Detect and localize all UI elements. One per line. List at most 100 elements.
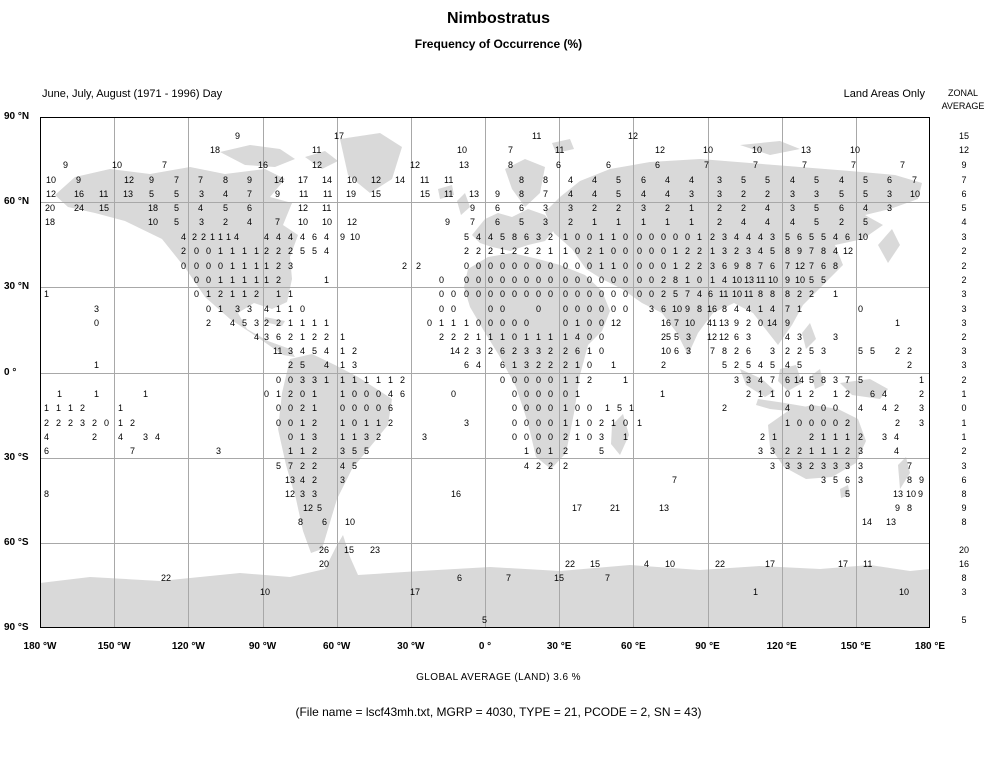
grid-value: 9 <box>895 503 901 513</box>
grid-value: 1 <box>611 360 617 370</box>
grid-value: 1 <box>488 332 494 342</box>
grid-value: 2 <box>201 232 207 242</box>
grid-value: 6 <box>797 232 803 242</box>
grid-value: 5 <box>814 175 820 185</box>
grid-value: 1 <box>833 432 839 442</box>
grid-value: 0 <box>599 304 605 314</box>
grid-value: 10 <box>858 232 869 242</box>
grid-value: 1 <box>575 360 581 370</box>
grid-value: 4 <box>300 346 306 356</box>
grid-value: 0 <box>500 375 506 385</box>
arctic-islands <box>220 145 295 167</box>
grid-value: 9 <box>470 203 476 213</box>
grid-value: 2 <box>661 360 667 370</box>
zonal-average-value: 6 <box>961 475 967 485</box>
grid-value: 0 <box>599 289 605 299</box>
grid-value: 2 <box>324 332 330 342</box>
zonal-average-value: 7 <box>961 175 967 185</box>
grid-value: 1 <box>364 418 370 428</box>
zonal-average-value: 8 <box>961 573 967 583</box>
grid-value: 0 <box>548 275 554 285</box>
grid-value: 9 <box>785 275 791 285</box>
grid-value: 0 <box>439 275 445 285</box>
greenland <box>340 133 402 193</box>
grid-value: 6 <box>276 332 282 342</box>
grid-value: 9 <box>797 246 803 256</box>
grid-value: 1 <box>364 375 370 385</box>
lon-tick-label: 90 °W <box>248 641 277 652</box>
grid-value: 3 <box>785 461 791 471</box>
grid-value: 3 <box>247 304 253 314</box>
grid-value: 0 <box>587 232 593 242</box>
grid-value: 0 <box>623 261 629 271</box>
grid-value: 2 <box>536 461 542 471</box>
grid-value: 0 <box>563 275 569 285</box>
grid-value: 6 <box>44 446 50 456</box>
grid-value: 10 <box>752 145 763 155</box>
grid-value: 1 <box>623 432 629 442</box>
grid-value: 1 <box>611 232 617 242</box>
grid-value: 11 <box>744 289 754 299</box>
grid-value: 0 <box>587 418 593 428</box>
lon-tick-label: 0 ° <box>478 641 492 652</box>
grid-value: 1 <box>919 375 925 385</box>
grid-value: 0 <box>524 389 530 399</box>
zonal-average-header: ZONAL AVERAGE <box>941 88 985 111</box>
grid-value: 0 <box>548 403 554 413</box>
grid-value: 1 <box>563 403 569 413</box>
grid-value: 0 <box>611 289 617 299</box>
h-gridline <box>40 287 930 289</box>
grid-value: 0 <box>536 289 542 299</box>
grid-value: 15 <box>99 203 110 213</box>
grid-value: 1 <box>758 304 764 314</box>
grid-value: 8 <box>785 289 791 299</box>
grid-value: 2 <box>548 461 554 471</box>
grid-value: 0 <box>758 318 764 328</box>
grid-value: 2 <box>858 432 864 442</box>
grid-value: 1 <box>288 289 294 299</box>
grid-value: 0 <box>833 418 839 428</box>
grid-value: 5 <box>223 203 229 213</box>
grid-value: 1 <box>206 289 212 299</box>
zonal-average-value: 15 <box>958 131 969 141</box>
grid-value: 7 <box>809 246 815 256</box>
lon-tick-label: 30 °W <box>397 641 425 652</box>
grid-value: 9 <box>149 175 155 185</box>
grid-value: 0 <box>512 275 518 285</box>
grid-value: 3 <box>300 489 306 499</box>
grid-value: 0 <box>563 289 569 299</box>
grid-value: 1 <box>300 418 306 428</box>
grid-value: 2 <box>895 418 901 428</box>
grid-value: 1 <box>57 389 63 399</box>
grid-value: 3 <box>717 189 723 199</box>
grid-value: 1 <box>563 418 569 428</box>
grid-value: 1 <box>575 318 581 328</box>
grid-value: 1 <box>629 403 635 413</box>
grid-value: 0 <box>464 275 470 285</box>
grid-value: 0 <box>488 261 494 271</box>
grid-value: 4 <box>765 217 771 227</box>
grid-value: 1 <box>575 418 581 428</box>
grid-value: 2 <box>809 432 815 442</box>
zonal-average-value: 2 <box>961 446 967 456</box>
grid-value: 1 <box>324 375 330 385</box>
grid-value: 4 <box>324 346 330 356</box>
grid-value: 10 <box>685 318 696 328</box>
grid-value: 2 <box>288 360 294 370</box>
grid-value: 0 <box>524 261 530 271</box>
grid-value: 5 <box>809 346 815 356</box>
grid-value: 15 <box>420 189 431 199</box>
grid-value: 13 <box>801 145 812 155</box>
grid-value: 1 <box>758 389 764 399</box>
grid-value: 12 <box>655 145 666 155</box>
grid-value: 1 <box>611 261 617 271</box>
grid-value: 4 <box>247 217 253 227</box>
grid-value: 1 <box>548 246 554 256</box>
grid-value: 6 <box>641 175 647 185</box>
grid-value: 3 <box>649 304 655 314</box>
grid-value: 14 <box>322 175 333 185</box>
grid-value: 2 <box>288 389 294 399</box>
grid-value: 10 <box>345 517 356 527</box>
grid-value: 0 <box>637 232 643 242</box>
grid-value: 0 <box>181 261 187 271</box>
